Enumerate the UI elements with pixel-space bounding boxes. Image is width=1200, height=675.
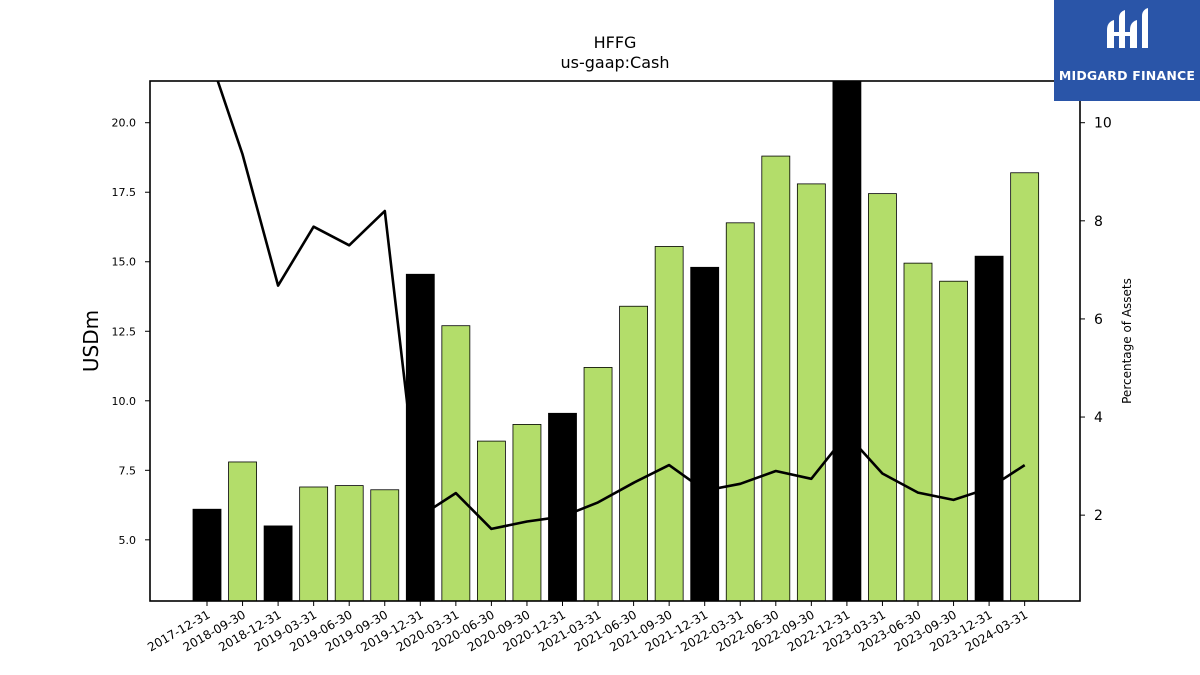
bar-2020-06-30 [476,440,506,602]
chart-subtitle: us-gaap:Cash [560,53,669,72]
bar-2022-09-30 [796,183,826,602]
bar-2021-09-30 [654,246,684,602]
bar-2023-12-31 [974,255,1004,602]
bar-2019-06-30 [334,485,364,602]
bar-2019-09-30 [370,489,400,602]
midgard-finance-logo: MIDGARD FINANCE [1054,0,1200,101]
y2-tick-label: 8 [1094,214,1103,230]
bar-2022-12-31 [832,80,862,602]
bar-2017-12-31 [192,508,222,602]
y-tick-label: 5.0 [119,534,137,547]
y2-axis-label: Percentage of Assets [1120,278,1134,404]
bar-series [192,80,1040,602]
bar-2020-09-30 [512,424,542,602]
bar-2019-03-31 [299,486,329,602]
x-axis: 2017-12-312018-09-302018-12-312019-03-31… [145,601,1030,654]
plot-frame [149,80,1081,602]
percentage-of-assets-line [216,81,1026,531]
y-axis-label: USDm [79,310,103,372]
logo-mark-icon [1107,8,1148,48]
percentage-line-series [216,81,1026,531]
y-tick-label: 7.5 [119,464,137,477]
bar-2018-12-31 [263,525,293,602]
y2-tick-label: 6 [1094,312,1103,328]
chart-title: HFFG [594,33,637,52]
y-tick-label: 10.0 [112,395,137,408]
bar-2021-03-31 [583,367,613,602]
bar-2022-06-30 [761,155,791,602]
y2-tick-label: 10 [1094,116,1112,132]
right-y-axis: 2 4 6 8 10 [1080,116,1112,524]
y-tick-label: 20.0 [112,117,137,130]
y-tick-label: 15.0 [112,256,137,269]
bar-2020-03-31 [441,325,471,602]
bar-2021-12-31 [690,266,720,602]
y2-tick-label: 4 [1094,410,1103,426]
y-tick-label: 12.5 [112,325,137,338]
brand-name: MIDGARD FINANCE [1058,68,1196,83]
y-tick-label: 17.5 [112,186,137,199]
bar-2023-03-31 [868,193,897,602]
bar-2023-09-30 [939,280,968,602]
bar-2020-12-31 [548,412,577,602]
bar-2023-06-30 [903,262,933,602]
bar-2022-03-31 [725,222,755,602]
bar-2018-09-30 [228,461,257,602]
y2-tick-label: 2 [1094,508,1103,524]
left-y-axis: 5.0 7.5 10.0 12.5 15.0 17.5 20.0 [112,117,150,547]
bar-2024-03-31 [1010,172,1040,602]
bar-2021-06-30 [619,305,648,602]
